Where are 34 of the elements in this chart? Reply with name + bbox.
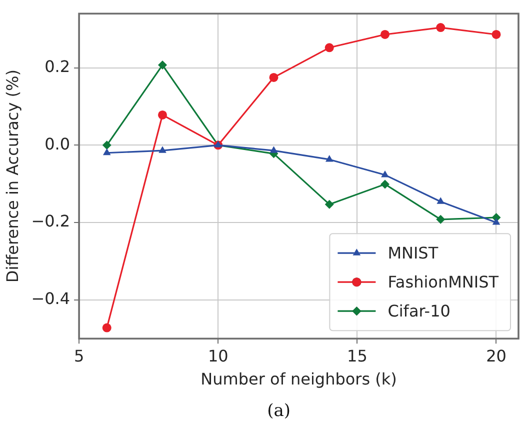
point [492, 30, 501, 39]
legend-label: MNIST [388, 243, 438, 262]
point [325, 154, 334, 162]
point [380, 30, 390, 39]
x-axis-title: Number of neighbors (k) [200, 370, 397, 389]
x-tick-label: 5 [74, 346, 84, 366]
point [158, 60, 167, 70]
x-tick-label: 15 [347, 346, 368, 366]
y-tick-label: 0.2 [44, 56, 70, 76]
point [436, 214, 446, 224]
x-tick-label: 20 [486, 346, 506, 366]
point [270, 146, 278, 153]
point [158, 110, 167, 120]
point [324, 200, 334, 209]
point [269, 72, 278, 82]
point [381, 170, 389, 178]
y-axis-title: Difference in Accuracy (%) [2, 70, 22, 283]
x-tick-label: 10 [208, 346, 228, 366]
point [492, 218, 500, 225]
point [102, 140, 112, 150]
point [436, 197, 445, 204]
legend-label: FashionMNIST [388, 272, 499, 292]
text: (a) [267, 401, 290, 421]
point [214, 140, 222, 148]
y-tick-label: 0.0 [44, 134, 70, 154]
point [436, 23, 446, 32]
point [102, 148, 111, 156]
point [158, 146, 166, 153]
legend-label: Cifar-10 [388, 301, 450, 320]
point [324, 43, 334, 52]
point [102, 323, 112, 332]
y-tick-label: −0.4 [31, 289, 70, 308]
point [380, 180, 390, 189]
y-tick-label: −0.2 [31, 212, 70, 231]
